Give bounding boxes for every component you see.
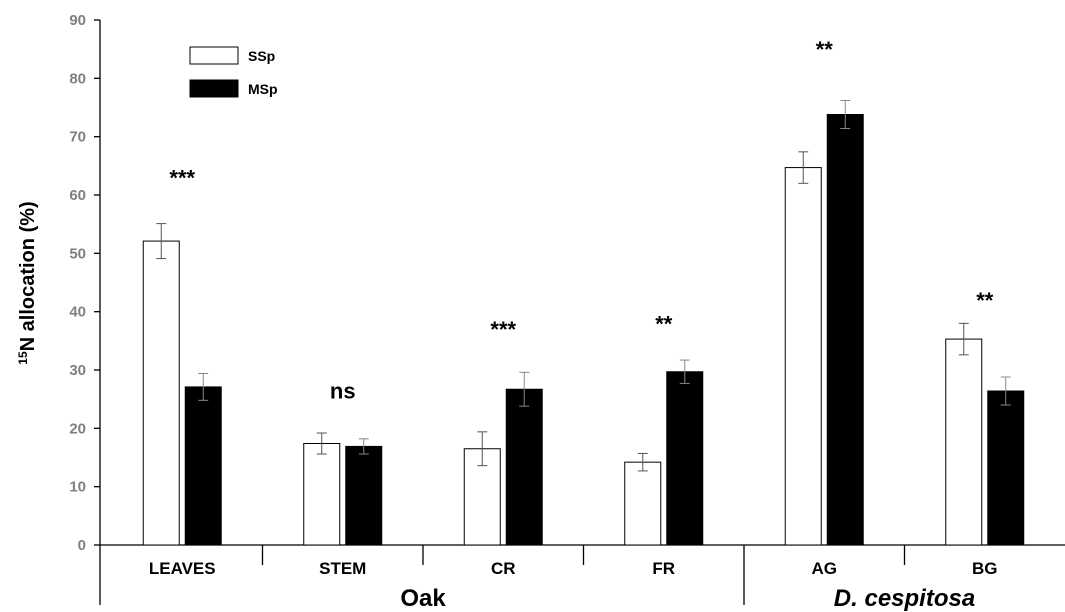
y-axis-label-superscript: 15: [16, 351, 30, 365]
significance-labels: ***ns*** ******: [169, 37, 993, 403]
y-tick-label: 50: [69, 245, 86, 262]
significance-label: ***: [490, 317, 516, 342]
bar: [184, 386, 222, 546]
y-tick-label: 80: [69, 70, 86, 87]
y-tick-label: 40: [69, 304, 86, 321]
y-tick-label: 30: [69, 362, 86, 379]
y-tick-label: 60: [69, 187, 86, 204]
significance-label: **: [816, 37, 834, 62]
significance-label: **: [655, 311, 673, 336]
x-category-label: LEAVES: [149, 559, 216, 578]
y-tick-label: 70: [69, 129, 86, 146]
y-tick-label: 90: [69, 12, 86, 29]
legend: SSp MSp: [189, 46, 278, 98]
bars: [142, 114, 1025, 546]
bar: [826, 114, 864, 546]
x-category-label: BG: [972, 559, 998, 578]
y-axis-label: 15N allocation (%): [16, 201, 39, 364]
bar: [666, 371, 704, 546]
y-axis-label-main: N allocation (%): [17, 201, 39, 351]
legend-swatch-msp: [189, 79, 239, 98]
legend-label-msp: MSp: [248, 81, 278, 97]
y-tick-label: 20: [69, 420, 86, 437]
bar: [945, 338, 983, 546]
x-category-label: AG: [812, 559, 838, 578]
x-category-label: STEM: [319, 559, 366, 578]
bar: [505, 388, 543, 546]
x-axis: LEAVES STEM CR FR AG BG Oak D. cespitosa: [99, 544, 1065, 612]
y-tick-label: 0: [78, 537, 86, 554]
x-category-label: CR: [491, 559, 516, 578]
bar: [987, 390, 1025, 546]
bar: [345, 445, 383, 546]
bar: [303, 443, 341, 546]
y-axis: 0 10 20 30 40 50 60 70 80 90: [69, 12, 101, 554]
group-label: Oak: [400, 585, 446, 612]
x-category-label: FR: [652, 559, 675, 578]
bar: [142, 240, 180, 546]
significance-label: ns: [330, 378, 356, 403]
legend-label-ssp: SSp: [248, 48, 275, 64]
significance-label: ***: [169, 166, 195, 191]
error-bars: [156, 100, 1011, 472]
group-label: D. cespitosa: [834, 585, 975, 612]
y-tick-label: 10: [69, 479, 86, 496]
bar: [624, 461, 662, 546]
significance-label: **: [976, 288, 994, 313]
bar: [784, 167, 822, 546]
legend-swatch-ssp: [189, 46, 239, 65]
